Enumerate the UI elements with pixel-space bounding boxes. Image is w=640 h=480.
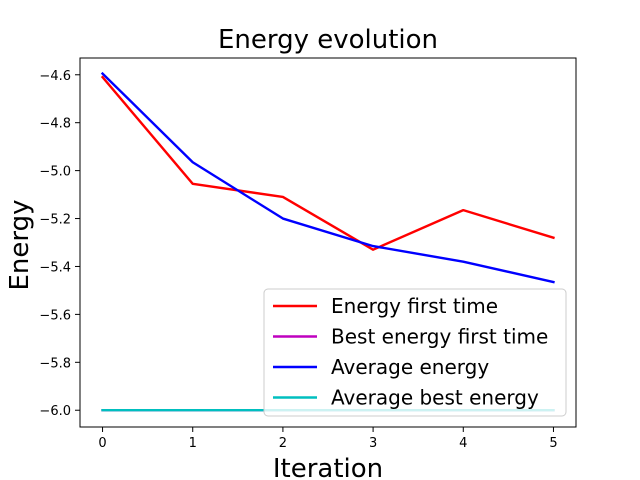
x-tick-label: 4 — [459, 436, 467, 451]
y-tick-label: −5.6 — [39, 308, 71, 323]
legend-label: Average energy — [331, 355, 489, 379]
y-tick-label: −5.0 — [39, 165, 71, 180]
y-tick-label: −4.8 — [39, 117, 71, 132]
y-tick-label: −6.0 — [39, 404, 71, 419]
y-tick-label: −5.4 — [39, 260, 71, 275]
x-tick-label: 0 — [98, 436, 106, 451]
x-axis-label: Iteration — [273, 454, 383, 480]
y-tick-label: −5.2 — [39, 213, 71, 228]
legend-label: Average best energy — [331, 386, 539, 410]
series-line-energy-first-time — [100, 75, 555, 251]
x-axis-ticks: 0 1 2 3 4 5 — [98, 427, 558, 451]
legend-box — [263, 288, 567, 417]
legend: Energy first time Best energy first time A… — [263, 288, 567, 417]
y-axis-label: Energy — [5, 199, 35, 290]
legend-label: Energy first time — [331, 294, 498, 318]
series-line-average-energy — [100, 71, 555, 284]
y-tick-label: −4.6 — [39, 69, 71, 84]
x-tick-label: 2 — [279, 436, 287, 451]
chart-title: Energy evolution — [218, 25, 438, 55]
x-tick-label: 3 — [369, 436, 377, 451]
y-tick-label: −5.8 — [39, 356, 71, 371]
legend-label: Best energy first time — [331, 325, 548, 349]
y-axis-ticks: −6.0 −5.8 −5.6 −5.4 −5.2 −5.0 −4.8 −4.6 — [39, 69, 80, 419]
x-tick-label: 1 — [189, 436, 197, 451]
x-tick-label: 5 — [549, 436, 557, 451]
